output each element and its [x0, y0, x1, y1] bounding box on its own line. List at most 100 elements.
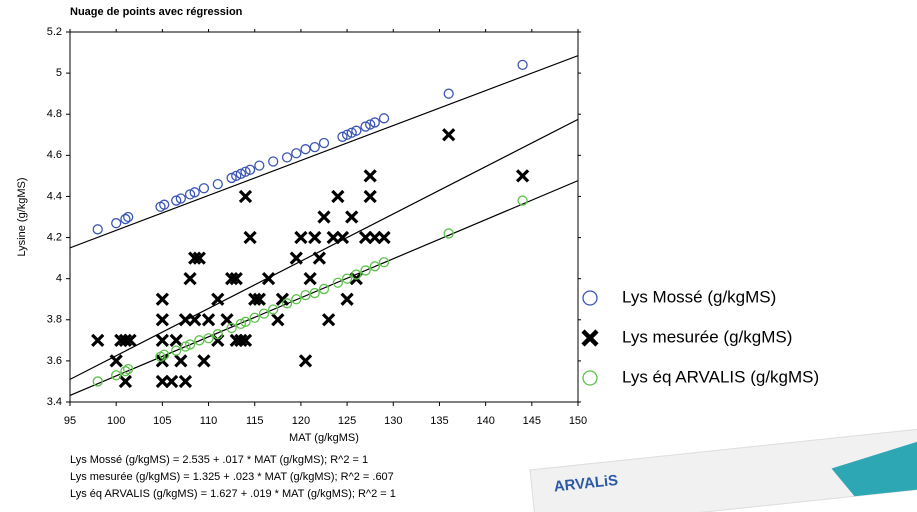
x-marker: [340, 292, 354, 306]
x-marker: [211, 292, 225, 306]
circle-marker: [175, 193, 186, 204]
x-marker: [201, 313, 216, 327]
circle-marker: [184, 189, 196, 200]
y-tick-label: 3.8: [47, 314, 62, 326]
y-tick-label: 4.6: [47, 149, 62, 161]
x-marker: [225, 272, 239, 286]
circle-marker: [281, 298, 293, 309]
x-marker: [183, 272, 197, 286]
circle-marker: [291, 148, 302, 159]
regression-line: [70, 180, 578, 396]
x-marker: [155, 313, 169, 327]
circle-marker: [254, 160, 265, 171]
circle-marker: [582, 370, 598, 386]
legend-label: Lys mesurée (g/kgMS): [622, 327, 792, 346]
y-tick-label: 3.6: [47, 355, 62, 367]
circle-marker: [123, 211, 134, 223]
circle-marker: [443, 228, 454, 239]
x-marker: [238, 333, 253, 347]
x-marker: [234, 333, 248, 347]
regression-equation: Lys éq ARVALIS (g/kgMS) = 1.627 + .019 *…: [70, 488, 396, 500]
circle-marker: [268, 156, 279, 167]
circle-marker: [189, 187, 200, 198]
circle-marker: [231, 170, 242, 182]
circle-marker: [281, 152, 293, 163]
x-marker: [515, 169, 530, 183]
x-marker: [109, 354, 123, 368]
circle-marker: [341, 273, 353, 284]
circle-marker: [337, 131, 348, 142]
x-marker: [164, 374, 179, 389]
circle-marker: [235, 168, 247, 179]
x-marker: [303, 272, 317, 286]
x-marker: [243, 230, 257, 245]
logo: ARVALiS: [529, 427, 917, 512]
plot-area: [70, 55, 578, 396]
circle-marker: [240, 316, 251, 327]
x-marker: [238, 189, 253, 204]
circle-marker: [159, 349, 170, 360]
x-tick-label: 145: [523, 415, 541, 427]
circle-marker: [111, 218, 122, 229]
x-marker: [174, 354, 188, 368]
circle-marker: [346, 127, 357, 138]
y-tick-label: 4.4: [47, 190, 62, 202]
circle-marker: [582, 290, 598, 306]
y-tick-label: 3.4: [47, 396, 62, 408]
circle-marker: [332, 277, 344, 288]
x-marker: [229, 272, 243, 286]
x-marker: [248, 292, 262, 306]
y-tick-label: 5.2: [47, 26, 62, 38]
x-marker: [377, 230, 391, 245]
x-marker: [289, 251, 303, 265]
circle-marker: [517, 195, 528, 206]
x-marker: [155, 292, 169, 306]
x-marker: [91, 333, 105, 347]
x-tick-label: 120: [292, 415, 310, 427]
circle-marker: [226, 172, 237, 184]
y-tick-label: 4.8: [47, 108, 62, 120]
circle-marker: [318, 283, 330, 295]
circle-marker: [369, 117, 380, 128]
circle-marker: [351, 269, 362, 280]
circle-marker: [360, 121, 371, 132]
x-marker: [118, 374, 133, 389]
circle-marker: [291, 294, 302, 305]
circle-marker: [341, 129, 353, 140]
x-marker: [335, 230, 350, 245]
x-marker: [321, 313, 336, 327]
y-tick-label: 4: [56, 273, 62, 285]
circle-marker: [240, 166, 251, 177]
x-marker: [261, 272, 276, 286]
regression-line: [70, 118, 578, 380]
y-axis-label: Lysine (g/kgMS): [16, 177, 28, 256]
circle-marker: [212, 329, 223, 340]
x-marker: [363, 189, 377, 204]
x-marker: [178, 374, 193, 389]
x-marker: [271, 313, 285, 327]
circle-marker: [300, 289, 311, 301]
circle-marker: [258, 308, 270, 319]
logo-card: [529, 427, 917, 512]
circle-marker: [360, 265, 371, 276]
regression-line: [70, 55, 578, 249]
circle-marker: [244, 164, 256, 175]
x-marker: [345, 210, 359, 224]
circle-marker: [194, 335, 205, 346]
circle-marker: [159, 199, 170, 210]
x-marker: [252, 292, 266, 306]
logo-text: ARVALiS: [553, 472, 619, 496]
circle-marker: [309, 287, 320, 299]
x-tick-label: 150: [569, 415, 587, 427]
circle-marker: [309, 141, 320, 153]
x-marker: [442, 128, 456, 142]
x-tick-label: 95: [64, 415, 76, 427]
circle-marker: [300, 144, 311, 155]
x-tick-label: 115: [246, 415, 264, 427]
x-tick-label: 100: [107, 415, 125, 427]
x-marker: [188, 313, 202, 327]
x-tick-label: 105: [153, 415, 171, 427]
x-marker: [188, 251, 202, 265]
x-marker: [294, 230, 308, 245]
